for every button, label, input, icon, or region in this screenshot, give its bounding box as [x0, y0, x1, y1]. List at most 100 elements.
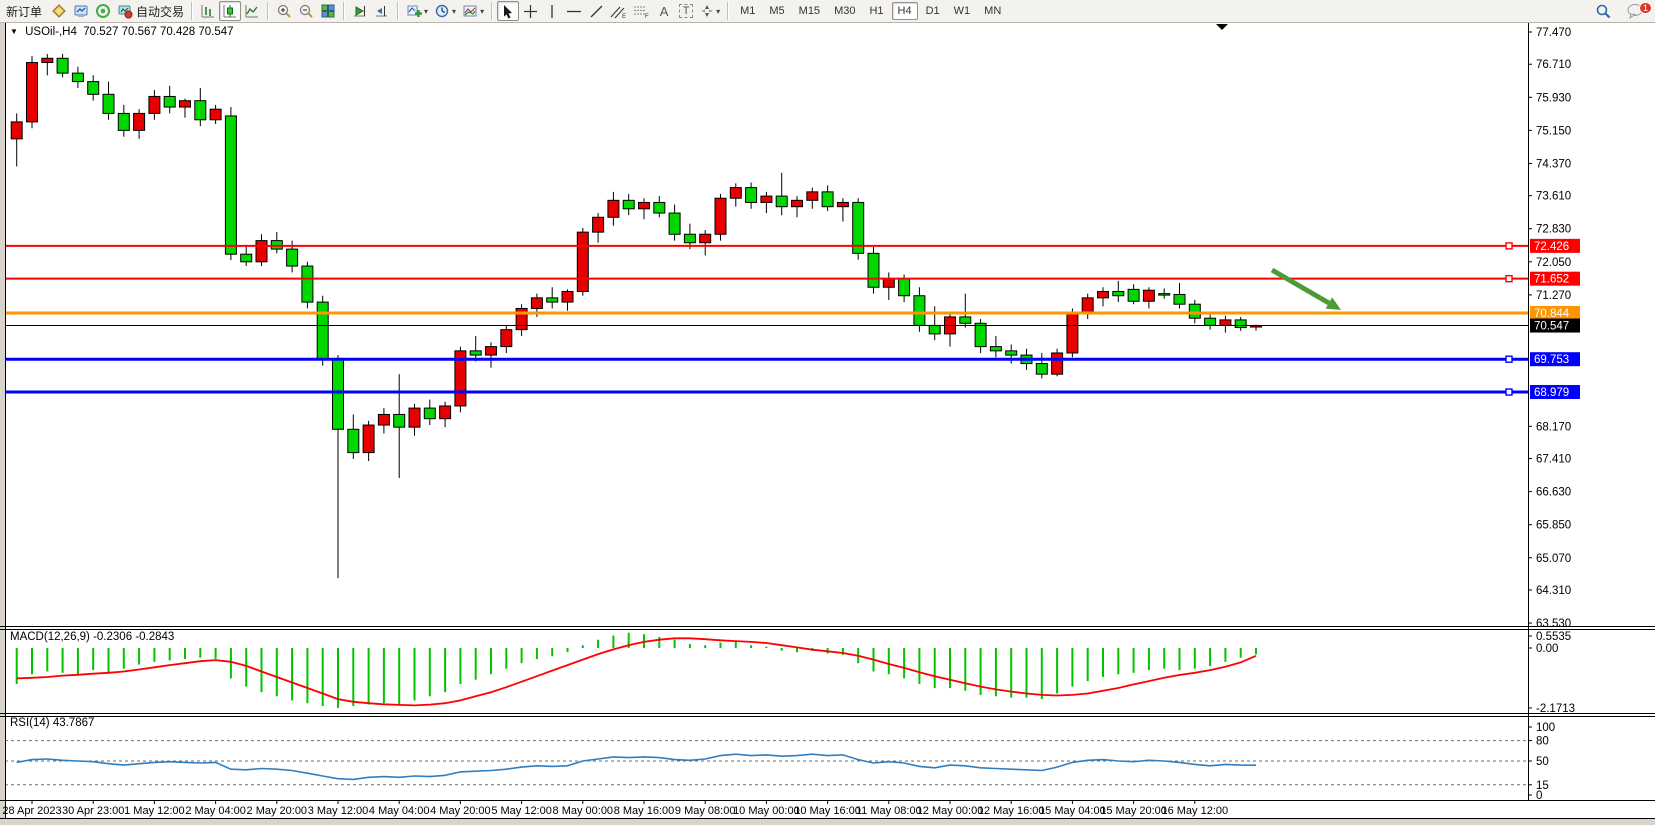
- add-indicator-button[interactable]: ▾: [403, 1, 431, 21]
- window-bottom-edge: [0, 818, 1655, 825]
- autotrade-button[interactable]: 自动交易: [114, 1, 187, 21]
- hline-handle[interactable]: [1505, 388, 1513, 396]
- chevron-down-icon[interactable]: ▾: [480, 6, 485, 16]
- candle-down: [316, 301, 329, 360]
- candle-down: [332, 358, 344, 430]
- candlestick-series: [10, 54, 1262, 579]
- time-axis[interactable]: 28 Apr 2023 30 Apr 23:00 1 May 12:00 2 May …: [2, 800, 1228, 817]
- candle-down: [1204, 317, 1217, 326]
- candle-down: [423, 407, 436, 420]
- chevron-down-icon[interactable]: ▾: [452, 6, 457, 16]
- trendline-icon: [590, 5, 603, 17]
- crosshair-tool-button[interactable]: [519, 1, 541, 21]
- candle-down: [224, 115, 237, 255]
- terminal-icon-button[interactable]: [70, 1, 92, 21]
- timeframe-bar: M1 M5 M15 M30 H1 H4 D1 W1 MN: [733, 2, 1008, 20]
- timeframe-h1-button[interactable]: H1: [869, 5, 884, 17]
- zoom-in-button[interactable]: [273, 1, 295, 21]
- timeframe-mn-button[interactable]: MN: [984, 5, 1002, 17]
- cursor-tool-button[interactable]: [497, 1, 520, 21]
- candle-up: [439, 405, 452, 420]
- ea-icon-button[interactable]: [92, 1, 114, 21]
- price-flag-70.844: 70.844: [1530, 305, 1580, 320]
- time-label: 12 May 16:00: [978, 805, 1045, 817]
- time-label: 15 May 20:00: [1100, 805, 1167, 817]
- hline-handle[interactable]: [1505, 242, 1513, 250]
- chevron-down-icon[interactable]: ▾: [716, 6, 721, 16]
- fibonacci-tool-button[interactable]: F: [630, 1, 653, 21]
- add-indicator-icon: [407, 5, 423, 17]
- price-label: 75.150: [1536, 125, 1571, 137]
- timeframe-m5-button[interactable]: M5: [769, 5, 785, 17]
- channel-tool-button[interactable]: E: [607, 1, 630, 21]
- candle-down: [867, 252, 880, 288]
- candle-down: [1035, 363, 1048, 375]
- vertical-line-icon: [551, 4, 553, 18]
- chevron-down-icon[interactable]: ▾: [424, 6, 429, 16]
- candle-down: [928, 324, 941, 335]
- toolbar-separator: [727, 2, 730, 20]
- time-label: 12 May 00:00: [917, 805, 984, 817]
- candle-down: [301, 265, 314, 303]
- toolbar-separator: [397, 2, 400, 20]
- price-label: 68.170: [1536, 421, 1571, 433]
- arrow-annotation[interactable]: [1270, 267, 1341, 310]
- candle-up: [1066, 312, 1079, 354]
- new-order-button[interactable]: 新订单: [6, 4, 43, 19]
- horizontal-line-icon: [567, 10, 582, 12]
- scroll-position-marker[interactable]: [1216, 24, 1228, 30]
- bar-chart-type-button[interactable]: [197, 1, 219, 21]
- price-flag-68.979: 68.979: [1530, 385, 1580, 400]
- shapes-tool-button[interactable]: ▾: [697, 1, 723, 21]
- line-chart-type-button[interactable]: [241, 1, 263, 21]
- toolbar-separator: [343, 2, 346, 20]
- auto-scroll-button[interactable]: [349, 1, 371, 21]
- rsi-label: 0: [1536, 790, 1542, 802]
- notifications-button[interactable]: 1: [1623, 1, 1652, 21]
- zoom-out-button[interactable]: [295, 1, 317, 21]
- price-label: 64.310: [1536, 585, 1571, 597]
- timeframe-m30-button[interactable]: M30: [834, 5, 856, 17]
- symbol-dropdown-icon[interactable]: ▼: [10, 27, 18, 36]
- candle-up: [408, 407, 421, 428]
- periods-button[interactable]: ▾: [431, 1, 459, 21]
- candle-up: [1051, 352, 1064, 375]
- candle-up: [133, 112, 146, 131]
- price-label: 76.710: [1536, 59, 1571, 71]
- price-flag-72.426-text: 72.426: [1534, 241, 1569, 253]
- timeframe-h4-button[interactable]: H4: [891, 2, 918, 20]
- candle-up: [515, 307, 528, 331]
- price-flag-68.979-text: 68.979: [1534, 387, 1569, 399]
- current-price-flag-text: 70.547: [1534, 321, 1569, 333]
- price-label: 77.470: [1536, 27, 1571, 39]
- text-tool-button[interactable]: A: [659, 3, 669, 19]
- chart-shift-button[interactable]: [371, 1, 393, 21]
- price-label: 65.070: [1536, 553, 1571, 565]
- text-label-tool-button[interactable]: T: [675, 1, 697, 21]
- timeframe-m1-button[interactable]: M1: [740, 5, 756, 17]
- timeframe-m15-button[interactable]: M15: [798, 5, 821, 17]
- candle-down: [117, 112, 130, 131]
- tile-windows-button[interactable]: [317, 1, 339, 21]
- symbol-period-label: USOil-,H4: [25, 26, 77, 38]
- price-flag-71.652-text: 71.652: [1534, 274, 1569, 286]
- search-button[interactable]: [1592, 1, 1615, 21]
- horizontal-line-tool-button[interactable]: [563, 1, 585, 21]
- hline-handle[interactable]: [1505, 355, 1513, 363]
- price-label: 72.830: [1536, 224, 1571, 236]
- trendline-tool-button[interactable]: [585, 1, 607, 21]
- price-flag-69.753-text: 69.753: [1534, 354, 1569, 366]
- rsi-label: 80: [1536, 736, 1549, 748]
- window-left-edge: [0, 22, 5, 818]
- timeframe-w1-button[interactable]: W1: [953, 5, 971, 17]
- candlestick-chart-type-button[interactable]: [219, 1, 242, 21]
- cursor-icon: [504, 4, 513, 18]
- price-level-lines: [5, 242, 1528, 396]
- market-watch-icon-button[interactable]: [48, 1, 70, 21]
- templates-button[interactable]: ▾: [459, 1, 487, 21]
- vertical-line-tool-button[interactable]: [541, 1, 563, 21]
- hline-handle[interactable]: [1505, 274, 1513, 283]
- timeframe-d1-button[interactable]: D1: [925, 5, 940, 17]
- candle-up: [530, 297, 543, 309]
